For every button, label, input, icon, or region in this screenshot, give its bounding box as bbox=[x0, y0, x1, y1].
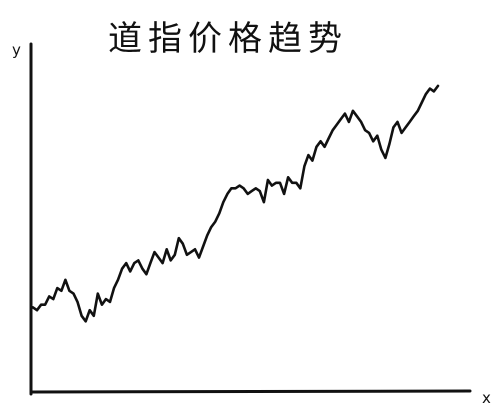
series-line-1 bbox=[31, 84, 440, 323]
y-axis-label: y bbox=[12, 41, 21, 59]
x-axis-line bbox=[29, 389, 472, 394]
chart-title: 道指价格趋势 bbox=[108, 19, 348, 59]
x-axis-label: x bbox=[482, 389, 491, 407]
series-layer bbox=[31, 84, 440, 323]
